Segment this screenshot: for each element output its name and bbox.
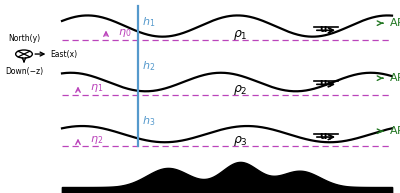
Text: $\rho_2$: $\rho_2$ bbox=[233, 83, 247, 97]
Text: $\eta_1$: $\eta_1$ bbox=[90, 82, 104, 94]
Text: APE$_0$: APE$_0$ bbox=[389, 16, 400, 30]
Text: $h_3$: $h_3$ bbox=[142, 114, 155, 128]
Text: APE$_1$: APE$_1$ bbox=[389, 71, 400, 85]
Text: $\mathbf{u}_2$: $\mathbf{u}_2$ bbox=[319, 78, 333, 90]
Text: APE$_2$: APE$_2$ bbox=[389, 124, 400, 138]
Text: $h_1$: $h_1$ bbox=[142, 15, 155, 29]
Text: $\eta_2$: $\eta_2$ bbox=[90, 134, 104, 146]
Text: $\eta_0$: $\eta_0$ bbox=[118, 27, 132, 39]
Text: $h_2$: $h_2$ bbox=[142, 60, 155, 74]
Text: $\rho_1$: $\rho_1$ bbox=[233, 28, 247, 42]
Text: North(y): North(y) bbox=[8, 34, 40, 43]
Text: $\mathbf{u}_1$: $\mathbf{u}_1$ bbox=[319, 24, 333, 36]
Text: East(x): East(x) bbox=[50, 50, 77, 58]
Text: $\rho_3$: $\rho_3$ bbox=[232, 134, 248, 148]
Text: Down(−z): Down(−z) bbox=[5, 67, 43, 76]
Text: $\mathbf{u}_3$: $\mathbf{u}_3$ bbox=[319, 131, 333, 143]
